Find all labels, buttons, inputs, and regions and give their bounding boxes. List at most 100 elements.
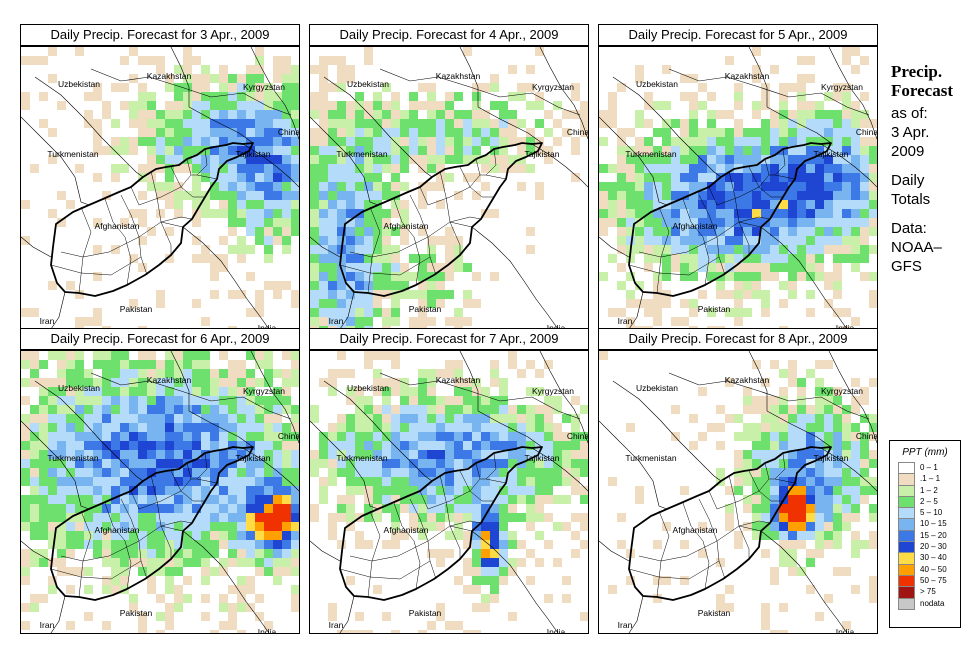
precip-cell [48, 387, 57, 396]
precip-cell [635, 236, 644, 245]
precip-cell [490, 423, 499, 432]
precip-cell [165, 576, 174, 585]
precip-cell [644, 146, 653, 155]
precip-cell [427, 236, 436, 245]
precip-cell [653, 173, 662, 182]
precip-cell [75, 360, 84, 369]
precip-cell [355, 164, 364, 173]
precip-cell [707, 245, 716, 254]
precip-cell [255, 549, 264, 558]
precip-cell [192, 360, 201, 369]
precip-cell [66, 281, 75, 290]
precip-cell [463, 468, 472, 477]
precip-cell [165, 405, 174, 414]
precip-cell [84, 378, 93, 387]
precip-cell [842, 128, 851, 137]
precip-cell [517, 164, 526, 173]
precip-cell [779, 254, 788, 263]
precip-cell [373, 182, 382, 191]
precip-cell [599, 218, 608, 227]
province-border [485, 148, 497, 176]
precip-cell [75, 567, 84, 576]
precip-cell [508, 486, 517, 495]
country-border [188, 106, 254, 144]
precip-cell [264, 119, 273, 128]
precip-cell [815, 540, 824, 549]
precip-cell [797, 459, 806, 468]
precip-cell [716, 245, 725, 254]
precip-cell [860, 245, 869, 254]
precip-cell [183, 405, 192, 414]
precip-cell [382, 128, 391, 137]
precip-cell [842, 308, 851, 317]
precip-cell [490, 531, 499, 540]
precip-cell [282, 378, 291, 387]
precip-cell [752, 65, 761, 74]
precip-cell [237, 468, 246, 477]
precip-cell [48, 74, 57, 83]
legend-label: .1 – 1 [920, 474, 941, 484]
sidebar-date-1: 3 Apr. [891, 124, 930, 141]
precip-cell [445, 245, 454, 254]
precip-cell [337, 450, 346, 459]
precip-cell [833, 281, 842, 290]
precip-cell [824, 486, 833, 495]
legend-label: 1 – 2 [920, 485, 938, 495]
precip-cell [75, 396, 84, 405]
country-border [471, 530, 559, 633]
precip-cell [382, 396, 391, 405]
precip-cell [237, 128, 246, 137]
precip-cell [255, 182, 264, 191]
precip-cell [653, 245, 662, 254]
precip-cell [264, 128, 273, 137]
precip-cell [445, 486, 454, 495]
afghanistan-border [50, 142, 254, 297]
precip-cell [282, 173, 291, 182]
precip-cell [319, 65, 328, 74]
precip-cell [743, 209, 752, 218]
precip-cell [517, 558, 526, 567]
precip-cell [48, 513, 57, 522]
precip-cell [472, 504, 481, 513]
precip-cell [526, 423, 535, 432]
precip-cell [183, 387, 192, 396]
country-border [250, 47, 299, 140]
precip-cell [824, 128, 833, 137]
precip-cell [824, 594, 833, 603]
precip-cell [282, 74, 291, 83]
precip-cell [156, 128, 165, 137]
precip-cell [237, 522, 246, 531]
precip-cell [328, 209, 337, 218]
precip-cell [454, 423, 463, 432]
precip-cell [102, 378, 111, 387]
precip-cell [120, 164, 129, 173]
precip-cell [707, 182, 716, 191]
precip-cell [48, 450, 57, 459]
precip-cell [689, 414, 698, 423]
precip-cell [328, 308, 337, 317]
precip-cell [147, 227, 156, 236]
precip-cell [436, 200, 445, 209]
country-border [379, 372, 581, 420]
precip-cell [246, 218, 255, 227]
precip-cell [75, 486, 84, 495]
precip-cell [815, 137, 824, 146]
precip-cell [562, 128, 571, 137]
precip-cell [752, 236, 761, 245]
precip-cell [156, 119, 165, 128]
precip-cell [481, 594, 490, 603]
precip-cell [346, 495, 355, 504]
precip-cell [517, 432, 526, 441]
precip-cell [418, 405, 427, 414]
precip-cell [310, 450, 319, 459]
precip-cell [156, 594, 165, 603]
precip-cell [201, 441, 210, 450]
precip-cell [21, 200, 30, 209]
precip-cell [174, 594, 183, 603]
legend-entry: .1 – 1 [890, 473, 960, 486]
precip-cell [788, 450, 797, 459]
precip-cell [391, 299, 400, 308]
precip-cell [463, 405, 472, 414]
province-border [419, 490, 471, 510]
